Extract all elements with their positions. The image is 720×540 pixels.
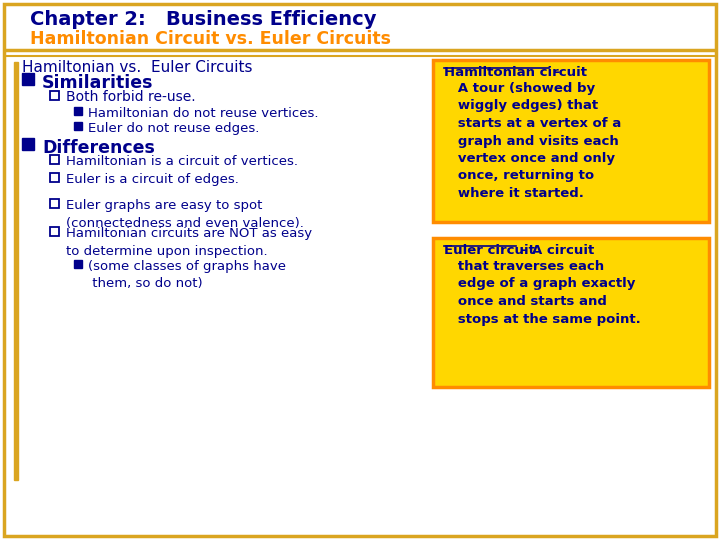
- Bar: [50, 199, 59, 208]
- Text: Euler is a circuit of edges.: Euler is a circuit of edges.: [66, 173, 239, 186]
- Text: Euler do not reuse edges.: Euler do not reuse edges.: [88, 122, 259, 135]
- Text: Hamiltonian circuits are NOT as easy
to determine upon inspection.: Hamiltonian circuits are NOT as easy to …: [66, 227, 312, 258]
- Text: Hamiltonian is a circuit of vertices.: Hamiltonian is a circuit of vertices.: [66, 155, 298, 168]
- FancyBboxPatch shape: [433, 238, 709, 387]
- Bar: [74, 122, 82, 130]
- Text: Hamiltonian circuit: Hamiltonian circuit: [444, 66, 587, 79]
- Text: Differences: Differences: [42, 139, 155, 157]
- Text: Both forbid re-use.: Both forbid re-use.: [66, 90, 196, 104]
- Text: Hamiltonian Circuit vs. Euler Circuits: Hamiltonian Circuit vs. Euler Circuits: [30, 30, 391, 48]
- Text: Chapter 2:   Business Efficiency: Chapter 2: Business Efficiency: [30, 10, 377, 29]
- Text: Hamiltonian vs.  Euler Circuits: Hamiltonian vs. Euler Circuits: [22, 60, 253, 75]
- Bar: [74, 107, 82, 115]
- Bar: [50, 173, 59, 182]
- Text: Similarities: Similarities: [42, 74, 153, 92]
- Text: that traverses each
   edge of a graph exactly
   once and starts and
   stops a: that traverses each edge of a graph exac…: [444, 260, 641, 326]
- Text: Hamiltonian do not reuse vertices.: Hamiltonian do not reuse vertices.: [88, 107, 318, 120]
- Text: – A circuit: – A circuit: [516, 244, 595, 257]
- Text: Euler graphs are easy to spot
(connectedness and even valence).: Euler graphs are easy to spot (connected…: [66, 199, 304, 230]
- Bar: [50, 227, 59, 236]
- Text: A tour (showed by
   wiggly edges) that
   starts at a vertex of a
   graph and : A tour (showed by wiggly edges) that sta…: [444, 82, 621, 200]
- FancyBboxPatch shape: [4, 4, 716, 536]
- Bar: [22, 138, 34, 150]
- FancyBboxPatch shape: [433, 60, 709, 222]
- Text: –: –: [549, 66, 561, 79]
- Bar: [50, 91, 59, 100]
- Bar: [74, 260, 82, 268]
- Text: (some classes of graphs have
 them, so do not): (some classes of graphs have them, so do…: [88, 260, 286, 291]
- Bar: [14, 62, 18, 480]
- Bar: [50, 155, 59, 164]
- Bar: [22, 73, 34, 85]
- Text: Euler circuit: Euler circuit: [444, 244, 535, 257]
